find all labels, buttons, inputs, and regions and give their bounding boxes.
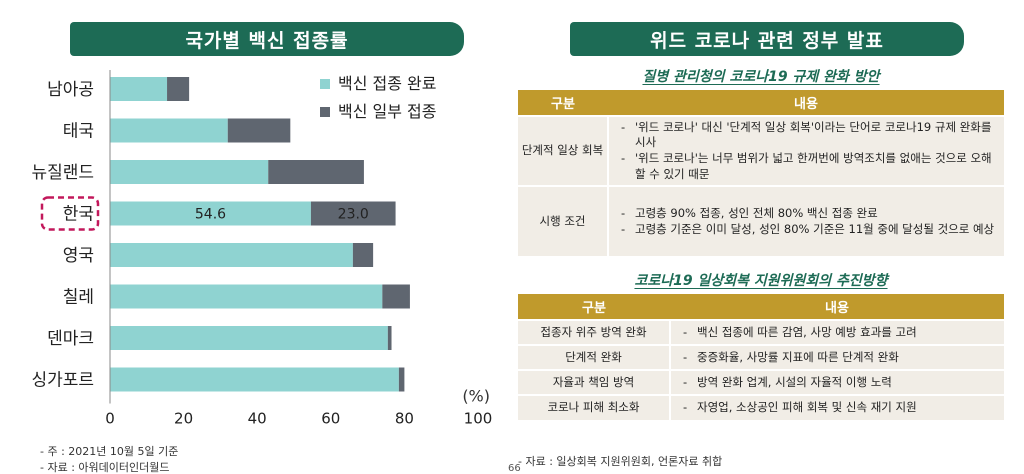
x-tick-label: 60 [321,410,340,428]
list-item: 중증화율, 사망률 지표에 따른 단계적 완화 [681,350,996,366]
category-label: 뉴질랜드 [31,163,94,183]
list-item: 방역 완화 업계, 시설의 자율적 이행 노력 [681,375,996,391]
legend-label: 백신 접종 완료 [338,74,437,93]
data-label: 54.6 [195,207,226,223]
legend-swatch [320,107,330,117]
list-item: '위드 코로나'는 너무 범위가 넓고 한꺼번에 방역조치를 없애는 것으로 오… [619,151,996,182]
table-row: 시행 조건 고령층 90% 접종, 성인 전체 80% 백신 접종 완료 고령층… [518,185,1004,256]
footnote-date: - 주 : 2021년 10월 5일 기준 [40,445,179,458]
table2-category-cell: 접종자 위주 방역 완화 [518,319,671,345]
table-row: 자율과 책임 방역 방역 완화 업계, 시설의 자율적 이행 노력 [518,369,1004,395]
table-row: 코로나 피해 최소화 자영업, 소상공인 피해 회복 및 신속 재기 지원 [518,394,1004,420]
regulation-easing-table: 구분 내용 단계적 일상 회복 '위드 코로나' 대신 '단계적 일상 회복'이… [518,90,1004,256]
bar-complete [110,326,388,350]
category-label: 칠레 [63,288,94,308]
bar-complete [110,243,353,267]
page-number: 66 [508,463,521,474]
footnote-source: - 자료 : 아워데이터인더월드 [40,461,170,474]
table2-category-cell: 단계적 완화 [518,344,671,370]
category-label: 덴마크 [47,329,94,349]
bar-partial [268,160,364,184]
table2-header-category: 구분 [518,294,670,320]
bar-complete [110,160,269,184]
table-row: 접종자 위주 방역 완화 백신 접종에 따른 감염, 사망 예방 효과를 고려 [518,319,1004,345]
table2-category-cell: 코로나 피해 최소화 [518,394,671,420]
legend-label: 백신 일부 접종 [338,102,437,121]
recovery-direction-table: 구분 내용 접종자 위주 방역 완화 백신 접종에 따른 감염, 사망 예방 효… [518,294,1004,420]
list-item: 고령층 90% 접종, 성인 전체 80% 백신 접종 완료 [619,206,996,222]
source-note: - 자료 : 일상회복 지원위원회, 언론자료 취합 [518,455,723,468]
table2-header-content: 내용 [670,294,1004,320]
list-item: 고령층 기준은 이미 달성, 성인 80% 기준은 11월 중에 달성될 것으로… [619,222,996,238]
table-row: 단계적 완화 중증화율, 사망률 지표에 따른 단계적 완화 [518,344,1004,370]
legend-swatch [320,79,330,89]
category-label: 한국 [63,205,94,225]
table1-header-content: 내용 [608,90,1004,116]
x-tick-label: 40 [248,410,267,428]
bar-partial [227,118,291,143]
section1-title: 질병 관리청의 코로나19 규제 완화 방안 [642,69,880,85]
bar-complete [110,77,168,101]
section-title-banner: 위드 코로나 관련 정부 발표 [570,22,964,56]
x-tick-label: 80 [395,410,414,428]
bar-partial [387,326,392,350]
data-label: 23.0 [338,207,369,223]
bar-complete [110,284,383,309]
table2-category-cell: 자율과 책임 방역 [518,369,671,395]
bar-partial [382,284,410,309]
bar-complete [110,201,311,226]
list-item: 백신 접종에 따른 감염, 사망 예방 효과를 고려 [681,325,996,341]
bar-partial [167,77,190,101]
category-label: 남아공 [47,80,94,100]
highlight-box [40,196,100,231]
x-tick-label: 0 [105,410,115,428]
table1-header-category: 구분 [518,90,608,116]
bar-partial [310,201,396,226]
section2-title: 코로나19 일상회복 지원위원회의 추진방향 [634,273,888,289]
table-row: 단계적 일상 회복 '위드 코로나' 대신 '단계적 일상 회복'이라는 단어로… [518,115,1004,186]
category-label: 태국 [63,122,94,142]
table1-category-cell: 시행 조건 [518,185,609,256]
chart-title-banner: 국가별 백신 접종률 [70,22,464,56]
unit-label: (%) [462,387,490,406]
category-label: 싱가포르 [31,371,94,391]
bar-partial [398,367,405,392]
list-item: 자영업, 소상공인 피해 회복 및 신속 재기 지원 [681,400,996,416]
bar-complete [110,367,399,392]
list-item: '위드 코로나' 대신 '단계적 일상 회복'이라는 단어로 코로나19 규제 … [619,120,996,151]
x-tick-label: 20 [174,410,193,428]
table1-category-cell: 단계적 일상 회복 [518,115,609,186]
x-tick-label: 100 [464,410,493,428]
bar-partial [352,243,374,267]
bar-complete [110,118,228,143]
category-label: 영국 [63,246,94,266]
